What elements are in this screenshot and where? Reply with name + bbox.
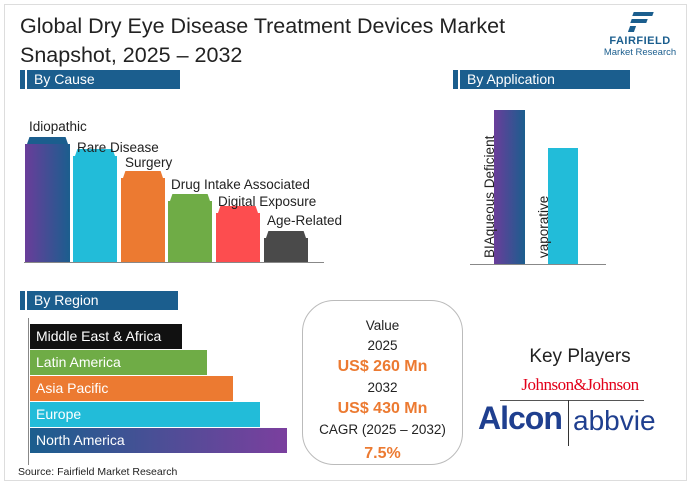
cause-label: Digital Exposure <box>218 194 317 209</box>
cause-label: Idiopathic <box>29 119 87 134</box>
title-line-2: Snapshot, 2025 – 2032 <box>20 43 243 67</box>
cause-bar-drug-intake <box>168 194 212 263</box>
value-2032: US$ 430 Mn <box>337 400 428 417</box>
cause-bar-rare-disease <box>73 149 117 263</box>
players-divider <box>500 400 644 401</box>
johnson-logo: Johnson&Johnson <box>521 375 639 394</box>
application-baseline <box>470 264 606 265</box>
players-divider-vertical <box>568 400 569 446</box>
cause-label: Drug Intake Associated <box>171 177 310 192</box>
alcon-logo: Alcon <box>478 400 563 436</box>
abbvie-logo: abbvie <box>573 405 656 436</box>
region-bar-asia-pacific: Asia Pacific <box>30 376 233 401</box>
value-label: Value <box>365 318 400 333</box>
logo-brand: FAIRFIELD <box>609 35 671 47</box>
logo-mark-icon <box>627 12 654 32</box>
value-year-2025: 2025 <box>367 338 398 353</box>
fairfield-logo: FAIRFIELD Market Research <box>598 12 682 58</box>
cagr-value: 7.5% <box>364 445 401 462</box>
frame <box>4 4 687 481</box>
value-box: Value 2025 US$ 260 Mn 2032 US$ 430 Mn CA… <box>302 300 463 465</box>
application-bar-evaporative <box>548 148 578 265</box>
cause-label: Rare Disease <box>77 140 159 155</box>
cause-bar-age-related <box>264 231 308 263</box>
cause-bar-digital-exposure <box>216 206 260 263</box>
region-bar-mea: Middle East & Africa <box>30 324 182 349</box>
cause-label: Surgery <box>125 155 173 170</box>
by-application-header: By Application <box>453 70 630 89</box>
value-2025: US$ 260 Mn <box>337 358 428 375</box>
cause-label: Age-Related <box>267 213 343 228</box>
cagr-label: CAGR (2025 – 2032) <box>319 422 446 437</box>
cause-baseline <box>24 262 324 263</box>
value-year-2032: 2032 <box>367 380 398 395</box>
application-label: vaporative <box>536 195 551 258</box>
cause-chart: Idiopathic Rare Disease Surgery Drug Int… <box>24 100 342 263</box>
region-bar-europe: Europe <box>30 402 260 427</box>
title-line-1: Global Dry Eye Disease Treatment Devices… <box>20 14 506 38</box>
region-bar-latin-america: Latin America <box>30 350 207 375</box>
page-title: Global Dry Eye Disease Treatment Devices… <box>20 12 580 70</box>
region-axis <box>28 318 29 465</box>
cause-bar-idiopathic <box>25 137 70 263</box>
source-note: Source: Fairfield Market Research <box>18 466 178 478</box>
region-bar-north-america: North America <box>30 428 287 453</box>
application-label: BIAqueous Deficient <box>482 135 497 258</box>
key-players-header: Key Players <box>529 346 631 367</box>
logo-sub: Market Research <box>603 47 677 58</box>
application-chart: BIAqueous Deficient vaporative <box>470 108 610 265</box>
by-cause-header: By Cause <box>20 70 180 89</box>
by-region-header: By Region <box>20 291 178 310</box>
cause-bar-surgery <box>121 171 165 263</box>
application-bar-aqueous <box>494 110 525 265</box>
